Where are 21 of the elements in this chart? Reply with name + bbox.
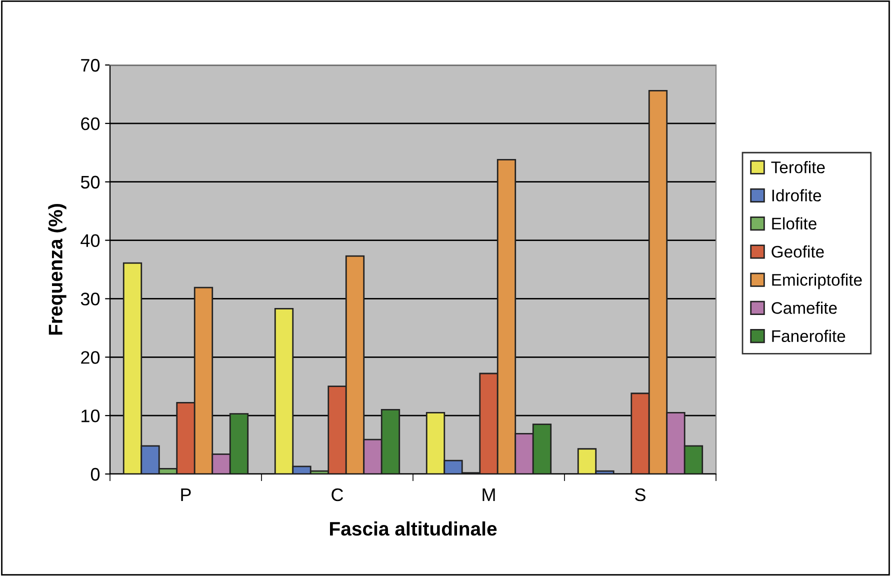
y-tick-label: 60 — [81, 117, 100, 130]
legend-label: Geofite — [772, 245, 824, 258]
y-tick-label: 0 — [90, 468, 100, 481]
y-tick-label: 10 — [82, 410, 100, 422]
legend-label: Emicriptofite — [772, 274, 862, 290]
x-tick-label: P — [181, 488, 191, 501]
x-tick-label: M — [482, 488, 495, 501]
legend-label: Terofite — [771, 161, 825, 174]
y-tick-label: 30 — [80, 292, 100, 306]
x-tick-label: S — [635, 488, 646, 502]
legend-label: Camefite — [772, 302, 837, 314]
legend-label: Fanerofite — [772, 330, 846, 342]
x-axis-title: Fascia altitudinale — [330, 521, 497, 536]
y-tick-label: 20 — [81, 351, 100, 364]
legend-label: Elofite — [772, 217, 816, 230]
y-tick-label: 40 — [80, 234, 100, 248]
y-axis-title: Frequenza (%) — [48, 204, 66, 335]
x-tick-label: C — [332, 488, 344, 502]
y-tick-label: 70 — [81, 58, 100, 72]
y-tick-label: 50 — [80, 176, 100, 189]
legend-label: Idrofite — [772, 189, 822, 202]
